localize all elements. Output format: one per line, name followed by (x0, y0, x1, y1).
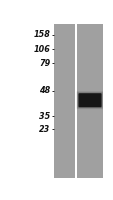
Text: 23: 23 (39, 125, 50, 134)
Text: 158: 158 (33, 30, 50, 39)
Bar (53, 24, 102, 178)
FancyBboxPatch shape (76, 92, 102, 109)
FancyBboxPatch shape (76, 91, 103, 109)
Text: 106: 106 (33, 45, 50, 54)
Text: 48: 48 (39, 86, 50, 95)
FancyBboxPatch shape (78, 93, 101, 107)
FancyBboxPatch shape (77, 92, 102, 108)
Text: 35: 35 (39, 112, 50, 121)
Bar (75, 24, 76, 178)
FancyBboxPatch shape (77, 93, 101, 108)
Text: 79: 79 (39, 59, 50, 68)
